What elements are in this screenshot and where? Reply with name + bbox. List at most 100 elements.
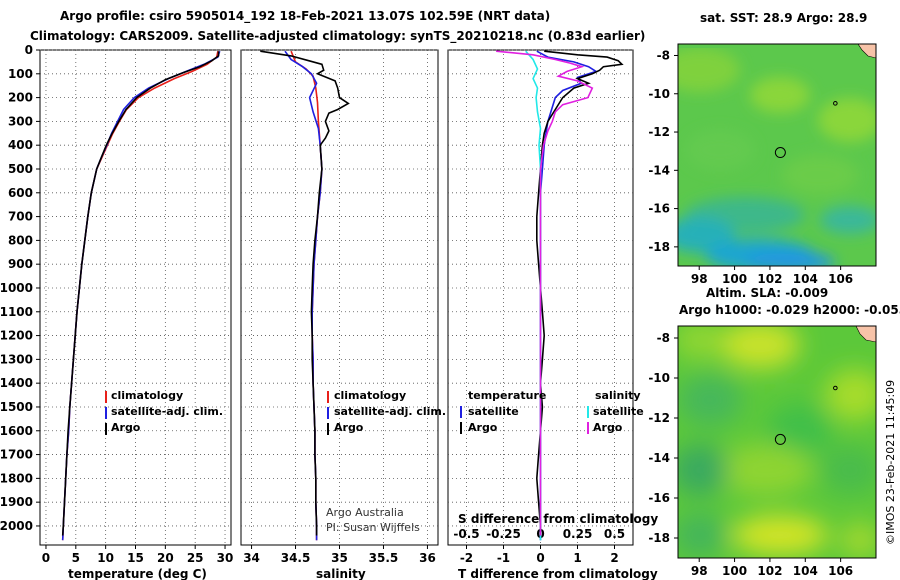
map-y-tick-label: -14 (648, 163, 670, 177)
legend-label-s-argo: Argo (593, 421, 623, 434)
map-x-tick-label: 104 (793, 564, 818, 578)
y-tick-label: 1900 (0, 495, 33, 509)
map-x-tick-label: 106 (828, 272, 853, 286)
x2-tick-label: -0.25 (486, 527, 521, 541)
salinity-series (260, 50, 350, 541)
series-line-argo (61, 51, 220, 536)
x-tick-label: 15 (127, 551, 144, 565)
map-x-tick-label: 104 (793, 272, 818, 286)
sst-map-panel: sat. SST: 28.9 Argo: 28.9 98 100 102 104 106… (648, 11, 877, 286)
y-tick-label: 1000 (0, 281, 33, 295)
map-y-tick-label: -12 (648, 125, 670, 139)
x-tick-label: 35.5 (369, 551, 399, 565)
legend-label-argo: Argo (111, 421, 141, 434)
map-x-tick-label: 102 (757, 272, 782, 286)
salinity-legend: climatology satellite-adj. clim. Argo (327, 389, 446, 435)
map-y-tick-label: -14 (648, 451, 670, 465)
y-tick-label: 200 (8, 91, 33, 105)
difference-series (496, 50, 624, 541)
argo-float-marker (774, 433, 786, 445)
x-tick-label: 1 (573, 551, 581, 565)
map-x-tick-label: 98 (691, 564, 708, 578)
x-tick-label: 20 (157, 551, 174, 565)
x-tick-label: 30 (217, 551, 234, 565)
x2-tick-label: 0.25 (563, 527, 593, 541)
x-tick-label: -1 (497, 551, 510, 565)
s-difference-axis-label: S difference from climatology (458, 512, 658, 526)
credit-line2: PI: Susan Wijffels (326, 521, 420, 534)
y-tick-label: 300 (8, 114, 33, 128)
y-tick-label: 1300 (0, 352, 33, 366)
map-y-tick-label: -8 (657, 48, 670, 62)
x-tick-label: 10 (97, 551, 114, 565)
legend-label-t-satellite: satellite (468, 405, 519, 418)
legend-swatch-t-argo (460, 422, 462, 434)
sst-map-frame (677, 43, 877, 267)
legend-label-s-satellite: satellite (593, 405, 644, 418)
legend-swatch-s-argo (587, 422, 589, 434)
map-y-tick-label: -8 (657, 331, 670, 345)
y-tick-label: 500 (8, 162, 33, 176)
map-y-tick-label: -18 (648, 240, 670, 254)
t-difference-axis-label: T difference from climatology (458, 567, 658, 580)
imos-timestamp: ©IMOS 23-Feb-2021 11:45:09 (884, 380, 897, 545)
legend-swatch-s-satellite (587, 406, 589, 418)
sst-map-y-ticks: -8 -10 -12 -14 -16 -18 (648, 48, 678, 254)
legend-swatch-argo (105, 423, 107, 435)
map-y-tick-label: -12 (648, 411, 670, 425)
sla-map-field (678, 326, 876, 558)
legend-swatch-satellite (327, 407, 329, 419)
legend-swatch-satellite (105, 407, 107, 419)
x-tick-label: 35 (331, 551, 348, 565)
legend-label-t-argo: Argo (468, 421, 498, 434)
series-line-argo (260, 50, 350, 536)
difference-panel: -2 -1 0 1 2-0.5 -0.25 0 0.25 0.5 temperature sal… (447, 49, 658, 580)
map-y-tick-label: -16 (648, 202, 670, 216)
y-tick-label: 1100 (0, 305, 33, 319)
legend-label-argo: Argo (334, 421, 364, 434)
temperature-x-ticks: 0 5 10 15 20 25 30 (42, 545, 234, 565)
sst-map-field (678, 44, 876, 266)
y-tick-label: 2000 (0, 519, 33, 533)
x-tick-label: 25 (187, 551, 204, 565)
legend-title-salinity: salinity (595, 389, 641, 402)
map-x-tick-label: 100 (722, 272, 747, 286)
legend-swatch-t-satellite (460, 406, 462, 418)
temperature-panel: 0 5 10 15 20 25 30 0 100 200 300 400 500 600 700 800 90… (0, 43, 233, 580)
y-tick-label: 1500 (0, 400, 33, 414)
sst-map-title: sat. SST: 28.9 Argo: 28.9 (700, 11, 867, 25)
legend-title-temperature: temperature (468, 389, 546, 402)
map-y-tick-label: -18 (648, 531, 670, 545)
legend-label-satellite: satellite-adj. clim. (111, 405, 223, 418)
x-tick-label: 0 (536, 551, 544, 565)
sla-map-y-ticks: -8 -10 -12 -14 -16 -18 (648, 331, 678, 545)
legend-label-climatology: climatology (334, 389, 406, 402)
temperature-x-label: temperature (deg C) (68, 567, 207, 580)
credit-line1: Argo Australia (326, 506, 404, 519)
y-tick-label: 800 (8, 233, 33, 247)
x-tick-label: 36 (419, 551, 436, 565)
legend-label-satellite: satellite-adj. clim. (334, 405, 446, 418)
christmas-island-outline (833, 101, 838, 106)
legend-label-climatology: climatology (111, 389, 183, 402)
sla-map-title: Altim. SLA: -0.009 (706, 286, 828, 300)
temperature-legend: climatology satellite-adj. clim. Argo (105, 389, 223, 435)
y-tick-label: 1700 (0, 448, 33, 462)
y-tick-label: 700 (8, 210, 33, 224)
salinity-panel: 34 34.5 35 35.5 36 salinity climatology sate… (240, 49, 446, 580)
map-x-tick-label: 106 (828, 564, 853, 578)
y-tick-label: 1600 (0, 424, 33, 438)
y-tick-label: 400 (8, 138, 33, 152)
sla-map-frame (677, 325, 877, 559)
sst-map-x-ticks: 98 100 102 104 106 (691, 266, 853, 286)
temperature-gridlines (40, 49, 231, 545)
sla-map-panel: Altim. SLA: -0.009 Argo h1000: -0.029 h2… (648, 286, 900, 578)
y-tick-label: 900 (8, 257, 33, 271)
y-tick-label: 0 (25, 43, 33, 57)
salinity-x-label: salinity (316, 567, 366, 580)
figure-title-line2: Climatology: CARS2009. Satellite-adjuste… (30, 29, 645, 44)
x-tick-label: -2 (460, 551, 473, 565)
y-tick-label: 1200 (0, 329, 33, 343)
legend-swatch-climatology (327, 391, 329, 403)
